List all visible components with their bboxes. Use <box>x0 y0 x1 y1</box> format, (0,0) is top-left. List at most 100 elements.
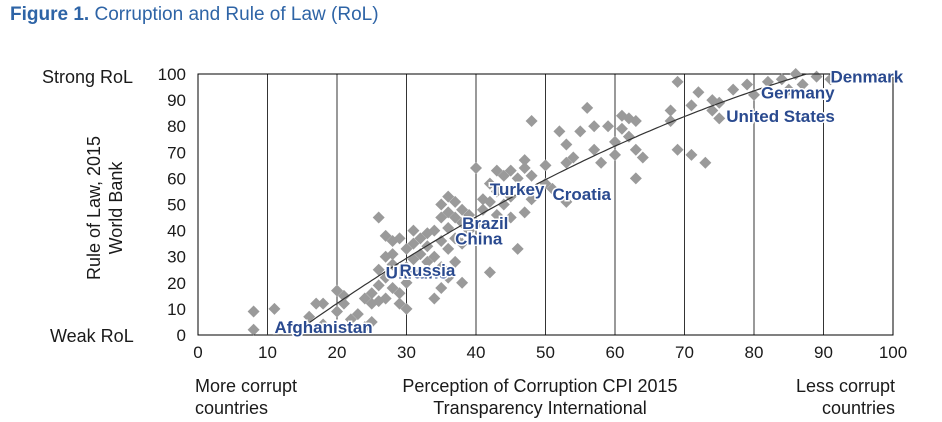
data-point-77 <box>490 164 503 177</box>
plot-area <box>197 73 894 336</box>
data-point-136 <box>796 78 809 91</box>
data-point-1 <box>247 323 260 336</box>
data-point-81 <box>497 198 510 211</box>
data-point-88 <box>518 161 531 174</box>
x-tick-90: 90 <box>814 343 833 362</box>
data-point-130 <box>741 78 754 91</box>
data-point-134 <box>782 83 795 96</box>
y-tick-10: 10 <box>167 300 186 319</box>
data-point-29 <box>386 282 399 295</box>
y-tick-labels: 0 10 20 30 40 50 60 70 80 90 100 <box>158 65 186 345</box>
data-point-25 <box>379 292 392 305</box>
data-point-3 <box>303 310 316 323</box>
x-tick-50: 50 <box>536 343 555 362</box>
country-label-ukraine: Ukraine <box>386 263 448 282</box>
data-point-61 <box>449 211 462 224</box>
data-point-2 <box>268 302 281 315</box>
data-point-24 <box>379 271 392 284</box>
data-point-46 <box>421 255 434 268</box>
y-tick-100: 100 <box>158 65 186 84</box>
trend-line <box>253 73 831 336</box>
data-point-18 <box>372 211 385 224</box>
data-point-47 <box>428 292 441 305</box>
data-point-59 <box>442 271 455 284</box>
y-axis-title: Rule of Law, 2015 World Bank <box>84 136 126 280</box>
x-tick-labels: 0 10 20 30 40 50 60 70 80 90 100 <box>193 343 907 362</box>
data-point-31 <box>393 266 406 279</box>
y-tick-20: 20 <box>167 274 186 293</box>
country-label-germany: Germany <box>761 83 835 102</box>
figure-title: Figure 1. Corruption and Rule of Law (Ro… <box>10 4 379 26</box>
country-label-denmark: Denmark <box>830 68 903 87</box>
y-tick-90: 90 <box>167 91 186 110</box>
data-point-99 <box>560 195 573 208</box>
x-tick-20: 20 <box>328 343 347 362</box>
data-point-92 <box>525 193 538 206</box>
x-tick-30: 30 <box>397 343 416 362</box>
country-label-croatia: Croatia <box>552 185 611 204</box>
data-point-34 <box>400 242 413 255</box>
data-point-124 <box>699 156 712 169</box>
data-point-41 <box>414 232 427 245</box>
data-point-8 <box>331 305 343 318</box>
x-axis-title: Perception of Corruption CPI 2015 Transp… <box>380 375 700 419</box>
data-point-53 <box>435 261 448 274</box>
data-point-103 <box>588 120 601 133</box>
data-point-28 <box>386 258 399 271</box>
data-point-12 <box>351 308 364 321</box>
data-point-113 <box>629 114 642 127</box>
data-point-0 <box>247 305 260 318</box>
data-point-35 <box>400 261 413 274</box>
data-point-78 <box>490 185 503 198</box>
data-point-14 <box>358 321 371 334</box>
data-points <box>247 68 837 336</box>
data-point-95 <box>546 182 559 195</box>
more-corrupt-line2: countries <box>195 398 269 418</box>
y-tick-80: 80 <box>167 117 186 136</box>
data-point-137 <box>810 70 823 83</box>
data-point-98 <box>560 156 573 169</box>
data-point-90 <box>525 114 538 127</box>
strong-rol-label: Strong RoL <box>42 67 133 87</box>
country-label-china: China <box>455 229 503 248</box>
y-tick-70: 70 <box>167 143 186 162</box>
data-point-73 <box>476 203 489 216</box>
data-point-100 <box>567 151 580 164</box>
x-axis-title-line1: Perception of Corruption CPI 2015 <box>402 376 678 396</box>
less-corrupt-line2: countries <box>821 398 895 418</box>
data-point-128 <box>713 112 726 125</box>
data-point-86 <box>511 242 524 255</box>
data-point-106 <box>602 120 615 133</box>
data-point-79 <box>490 208 503 221</box>
data-point-74 <box>483 177 496 190</box>
figure-caption: Corruption and Rule of Law (RoL) <box>94 4 379 25</box>
data-point-43 <box>414 266 427 279</box>
data-point-17 <box>365 315 378 328</box>
weak-rol-label: Weak RoL <box>50 326 134 346</box>
data-point-117 <box>664 104 677 117</box>
data-point-114 <box>629 143 642 156</box>
data-point-20 <box>372 279 385 292</box>
data-point-60 <box>449 195 462 208</box>
x-tick-40: 40 <box>467 343 486 362</box>
data-point-33 <box>393 297 406 310</box>
data-point-89 <box>518 206 531 219</box>
data-point-50 <box>435 198 448 211</box>
data-point-68 <box>463 208 476 221</box>
data-point-5 <box>317 297 330 310</box>
data-point-39 <box>407 237 420 250</box>
data-point-116 <box>636 151 649 164</box>
data-point-96 <box>553 125 566 138</box>
data-point-49 <box>428 250 441 263</box>
data-point-62 <box>449 232 462 245</box>
y-tick-30: 30 <box>167 248 186 267</box>
x-tick-100: 100 <box>879 343 907 362</box>
y-tick-50: 50 <box>167 196 186 215</box>
country-label-turkey: Turkey <box>490 180 545 199</box>
x-tick-70: 70 <box>675 343 694 362</box>
data-point-22 <box>379 229 392 242</box>
data-point-32 <box>393 287 406 300</box>
data-point-69 <box>463 224 476 237</box>
data-point-13 <box>358 292 371 305</box>
y-tick-0: 0 <box>177 326 186 345</box>
